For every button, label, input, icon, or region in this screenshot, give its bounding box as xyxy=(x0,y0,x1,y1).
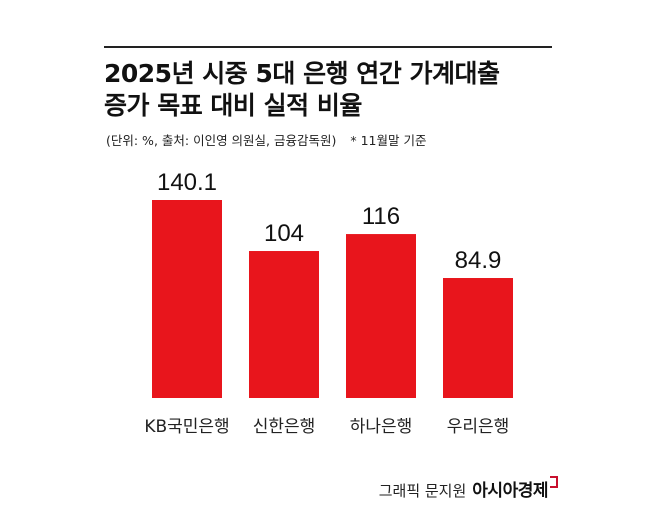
title-line-2: 증가 목표 대비 실적 비율 xyxy=(104,91,362,120)
bar-3 xyxy=(346,234,416,398)
category-label-1: KB국민은행 xyxy=(144,417,229,437)
chart-title: 2025년 시중 5대 은행 연간 가계대출 증가 목표 대비 실적 비율 xyxy=(104,58,574,122)
bar-value-label-1: 140.1 xyxy=(157,169,217,196)
category-label-3: 하나은행 xyxy=(350,417,413,437)
bar-value-label-2: 104 xyxy=(264,220,304,247)
bar-value-label-3: 116 xyxy=(362,203,400,230)
credit: 그래픽 문지원 아시아경제 xyxy=(379,476,558,501)
chart-subtitle: (단위: %, 출처: 이인영 의원실, 금융감독원) * 11월말 기준 xyxy=(106,130,426,149)
bar-2 xyxy=(249,251,319,398)
bar-value-label-4: 84.9 xyxy=(455,247,502,274)
unit-source-text: (단위: %, 출처: 이인영 의원실, 금융감독원) xyxy=(106,133,337,148)
note-text: * 11월말 기준 xyxy=(350,133,427,148)
bar-4 xyxy=(443,278,513,398)
brand-mark-icon xyxy=(550,476,558,488)
brand-logo: 아시아경제 xyxy=(472,481,548,501)
top-rule xyxy=(104,46,552,48)
title-line-1: 2025년 시중 5대 은행 연간 가계대출 xyxy=(104,59,500,88)
graphic-credit: 그래픽 문지원 xyxy=(378,482,467,500)
category-label-2: 신한은행 xyxy=(253,417,316,437)
bar-1 xyxy=(152,200,222,398)
category-label-4: 우리은행 xyxy=(447,417,510,437)
